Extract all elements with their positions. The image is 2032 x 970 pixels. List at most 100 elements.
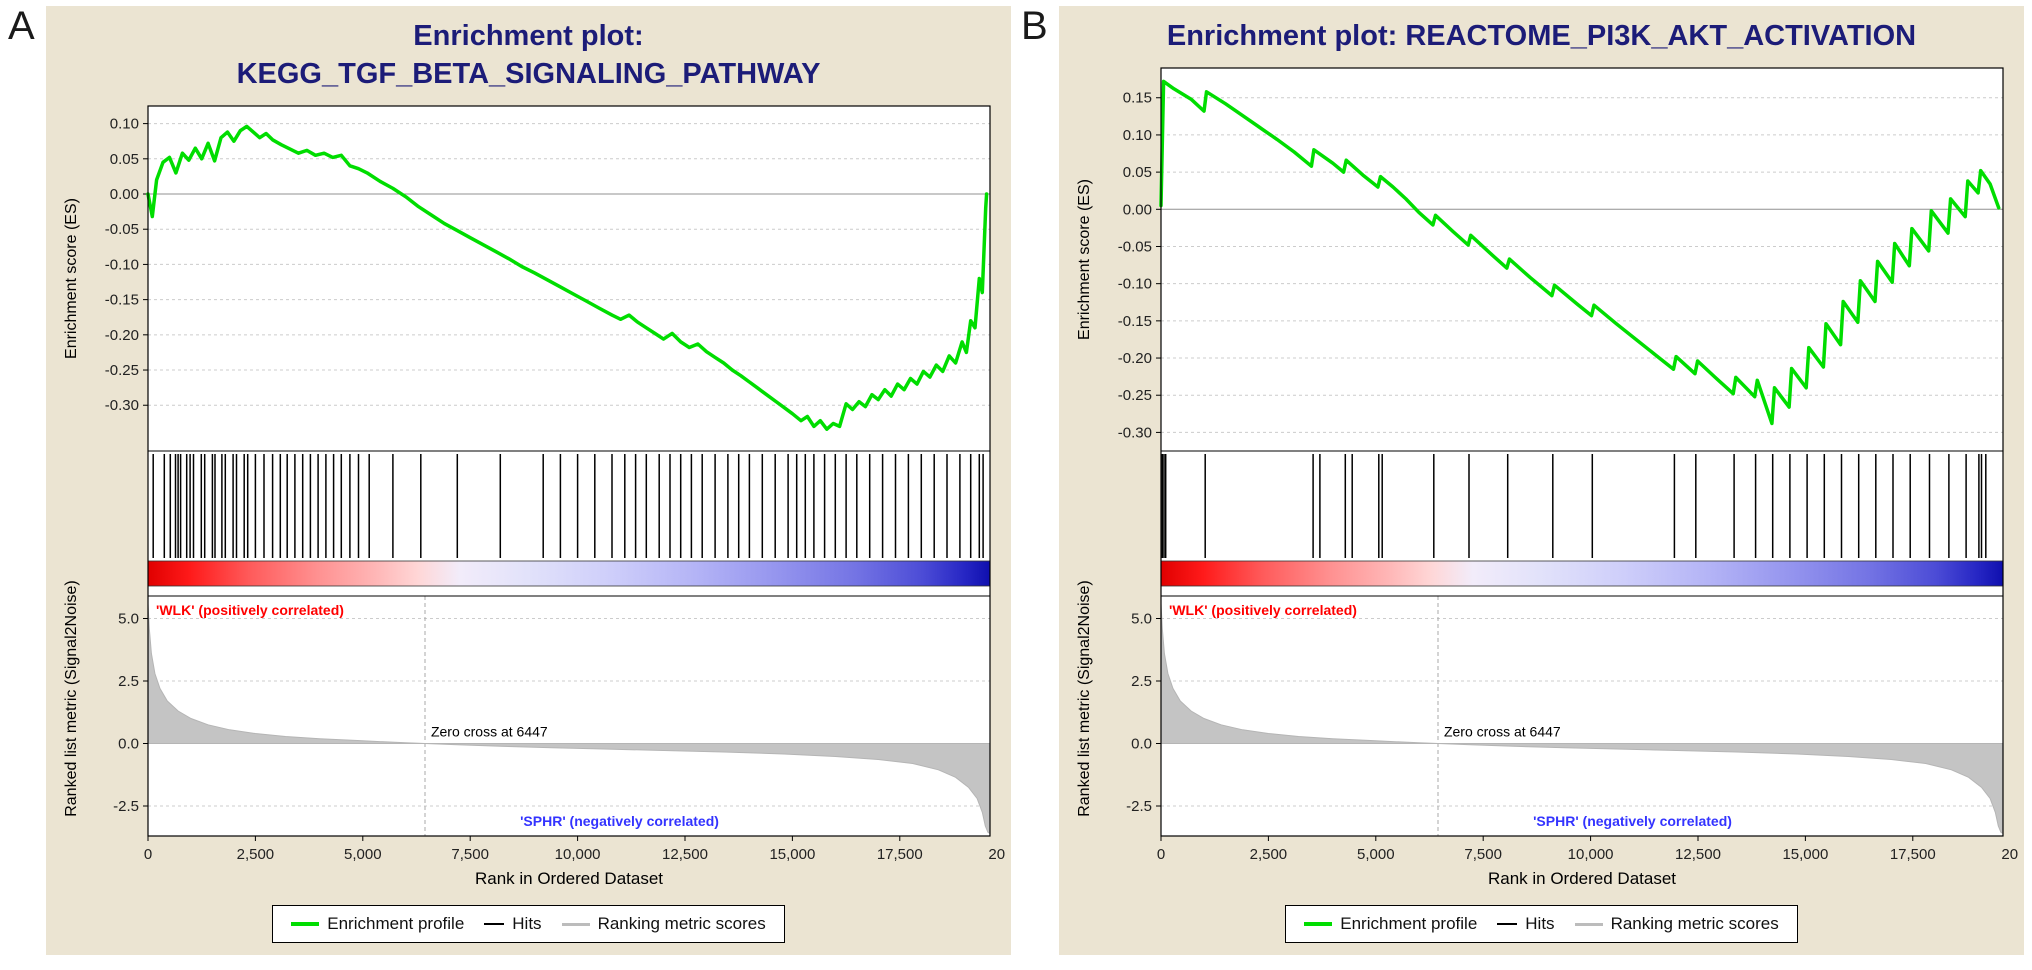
legend-item-enrichment-profile: Enrichment profile [1304,914,1477,934]
es-tick-label: 0.00 [110,186,139,203]
es-tick-label: -0.05 [105,221,139,238]
ranking-metric-line-sample [1574,922,1603,926]
zero-cross-label: Zero cross at 6447 [431,724,548,740]
x-tick-label: 12,500 [662,846,708,863]
legend-item-hits: Hits [1497,914,1555,934]
es-tick-label: -0.25 [105,362,139,379]
panel-b-title-line1: Enrichment plot: REACTOME_PI3K_AKT_ACTIV… [1166,20,1917,53]
gsea-plot-a: 0.100.050.00-0.05-0.10-0.15-0.20-0.25-0.… [63,105,1006,888]
panel-letter-b: B [1021,4,1048,48]
hits-line-sample [1497,923,1518,925]
es-axis-label: Enrichment score (ES) [1076,179,1093,340]
panel-b-title: Enrichment plot: REACTOME_PI3K_AKT_ACTIV… [1069,14,2014,60]
es-curve [146,124,989,431]
metric-axis-label: Ranked list metric (Signal2Noise) [63,580,80,817]
es-tick-label: -0.15 [1118,313,1152,330]
positively-correlated-label: 'WLK' (positively correlated) [1169,602,1357,618]
enrichment-profile-line-sample [1304,922,1333,926]
legend-a: Enrichment profile Hits Ranking metric s… [272,905,785,943]
legend-row-b: Enrichment profile Hits Ranking metric s… [1069,905,2014,943]
metric-area [147,603,991,835]
x-axis-label: Rank in Ordered Dataset [1488,869,1676,888]
x-tick-label: 5,000 [344,846,382,863]
legend-b: Enrichment profile Hits Ranking metric s… [1285,905,1798,943]
metric-tick-label: 5.0 [118,611,139,628]
plot-background [148,106,990,836]
es-tick-label: -0.30 [1118,424,1152,441]
metric-tick-label: 5.0 [1131,611,1152,628]
es-tick-label: -0.15 [105,292,139,309]
x-axis-label: Rank in Ordered Dataset [475,869,663,888]
legend-label-ranking-metric: Ranking metric scores [1610,914,1779,933]
legend-label-enrichment-profile: Enrichment profile [1340,914,1478,933]
es-axis-label: Enrichment score (ES) [63,198,80,359]
x-tick-label: 7,500 [1464,846,1502,863]
legend-item-ranking-metric: Ranking metric scores [561,914,766,934]
panel-letter-a: A [8,4,35,48]
legend-label-hits: Hits [512,914,542,933]
x-tick-label: 10,000 [1568,846,1614,863]
es-tick-label: -0.10 [105,256,139,273]
rank-color-band [1160,560,2004,587]
legend-label-ranking-metric: Ranking metric scores [597,914,766,933]
panel-a-title-line1: Enrichment plot: [413,20,644,53]
legend-label-hits: Hits [1525,914,1555,933]
legend-item-enrichment-profile: Enrichment profile [291,914,464,934]
legend-label-enrichment-profile: Enrichment profile [327,914,465,933]
x-tick-label: 20,00 [988,846,1006,863]
es-tick-label: 0.05 [1123,164,1152,181]
es-tick-label: 0.00 [1123,201,1152,218]
panel-b: B Enrichment plot: REACTOME_PI3K_AKT_ACT… [1021,6,2024,955]
es-tick-label: -0.20 [1118,350,1152,367]
negatively-correlated-label: 'SPHR' (negatively correlated) [1533,813,1732,829]
legend-row-a: Enrichment profile Hits Ranking metric s… [56,905,1001,943]
x-tick-label: 0 [1157,846,1165,863]
metric-tick-label: 2.5 [118,673,139,690]
rank-color-band [147,560,991,587]
metric-tick-label: -2.5 [113,798,139,815]
es-tick-label: -0.05 [1118,238,1152,255]
gsea-plot-b: 0.150.100.050.00-0.05-0.10-0.15-0.20-0.2… [1076,67,2019,888]
x-tick-label: 10,000 [555,846,601,863]
negatively-correlated-label: 'SPHR' (negatively correlated) [520,813,719,829]
legend-item-hits: Hits [484,914,542,934]
gsea-panel-b: Enrichment plot: REACTOME_PI3K_AKT_ACTIV… [1059,6,2024,955]
positively-correlated-label: 'WLK' (positively correlated) [156,602,344,618]
zero-cross-label: Zero cross at 6447 [1444,724,1561,740]
panel-a-title: Enrichment plot: KEGG_TGF_BETA_SIGNALING… [56,14,1001,98]
es-tick-label: -0.10 [1118,276,1152,293]
x-tick-label: 15,000 [769,846,815,863]
es-tick-label: 0.10 [110,116,139,133]
x-tick-label: 17,500 [877,846,923,863]
plot-border [147,105,991,837]
es-tick-label: 0.10 [1123,127,1152,144]
hits-line-sample [484,923,505,925]
es-tick-label: -0.25 [1118,387,1152,404]
es-curve [1159,79,2001,426]
enrichment-profile-line-sample [291,922,320,926]
plot-background [1161,68,2003,836]
metric-tick-label: 0.0 [118,736,139,753]
metric-area [1160,603,2004,835]
x-tick-label: 20,00 [2001,846,2019,863]
metric-tick-label: 2.5 [1131,673,1152,690]
ranking-metric-line-sample [561,922,590,926]
metric-tick-label: 0.0 [1131,736,1152,753]
es-tick-label: -0.30 [105,397,139,414]
panel-a: A Enrichment plot: KEGG_TGF_BETA_SIGNALI… [8,6,1011,955]
es-tick-label: -0.20 [105,327,139,344]
x-tick-label: 5,000 [1357,846,1395,863]
x-tick-label: 12,500 [1675,846,1721,863]
metric-axis-label: Ranked list metric (Signal2Noise) [1076,580,1093,817]
metric-tick-label: -2.5 [1126,798,1152,815]
gsea-panel-a: Enrichment plot: KEGG_TGF_BETA_SIGNALING… [46,6,1011,955]
x-tick-label: 7,500 [451,846,489,863]
x-tick-label: 2,500 [1250,846,1288,863]
x-tick-label: 15,000 [1782,846,1828,863]
x-tick-label: 17,500 [1890,846,1936,863]
es-tick-label: 0.15 [1123,90,1152,107]
panel-a-title-line2: KEGG_TGF_BETA_SIGNALING_PATHWAY [236,58,821,90]
x-tick-label: 2,500 [237,846,275,863]
x-tick-label: 0 [144,846,152,863]
